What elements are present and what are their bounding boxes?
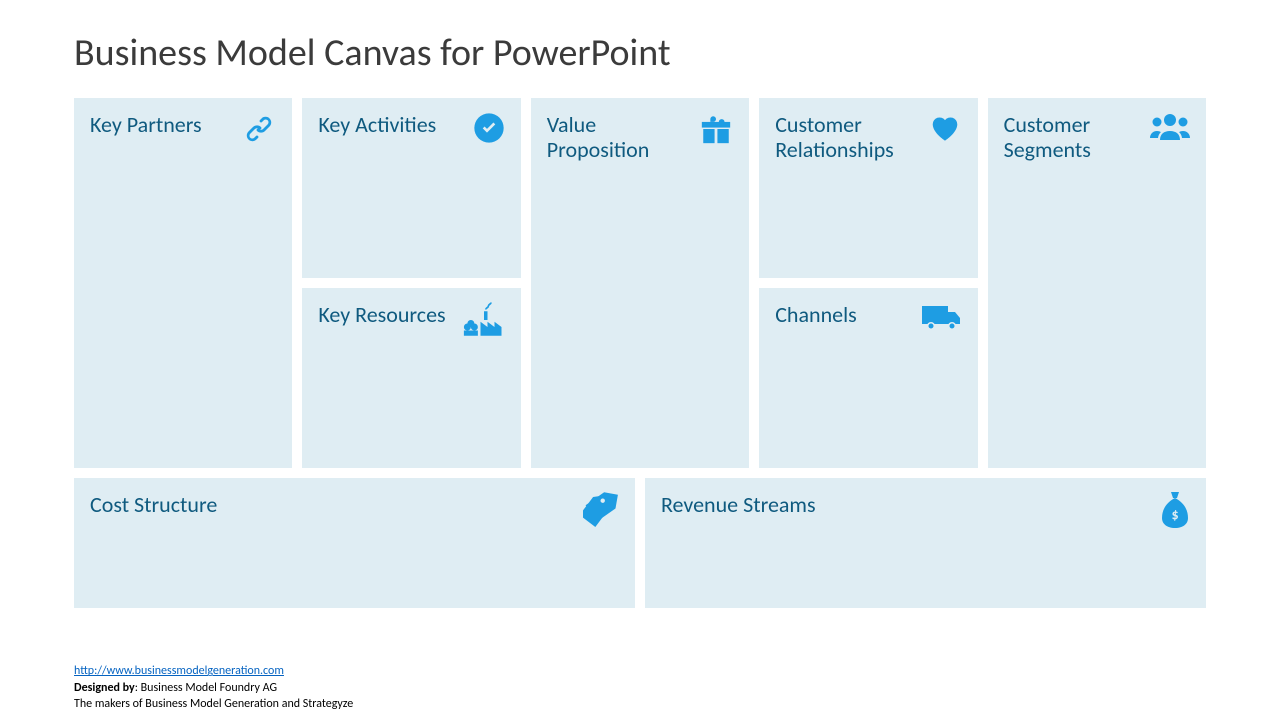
tags-icon xyxy=(583,492,619,528)
cell-cost-structure: Cost Structure xyxy=(74,478,635,608)
cell-channels: Channels xyxy=(759,288,977,468)
cell-key-resources: Key Resources xyxy=(302,288,520,468)
slide-title: Business Model Canvas for PowerPoint xyxy=(74,30,1206,76)
cell-customer-relationships: Customer Relationships xyxy=(759,98,977,278)
footer-designed-by-label: Designed by xyxy=(74,681,135,695)
footer-makers-line: The makers of Business Model Generation … xyxy=(74,697,353,711)
cell-label: Channels xyxy=(775,302,915,327)
truck-icon xyxy=(922,302,962,332)
footer: http://www.businessmodelgeneration.com D… xyxy=(74,663,353,712)
heart-icon xyxy=(928,112,962,142)
cell-label: Value Proposition xyxy=(547,112,693,163)
cell-label: Key Activities xyxy=(318,112,466,137)
cell-value-proposition: Value Proposition xyxy=(531,98,749,468)
svg-text:$: $ xyxy=(1171,506,1178,523)
cell-label: Customer Segments xyxy=(1004,112,1144,163)
cell-label: Key Resources xyxy=(318,302,456,327)
factory-icon xyxy=(463,302,505,338)
slide: Business Model Canvas for PowerPoint Key… xyxy=(0,0,1280,720)
link-icon xyxy=(242,112,276,146)
cell-key-partners: Key Partners xyxy=(74,98,292,468)
cell-label: Customer Relationships xyxy=(775,112,921,163)
footer-designed-by-value: : Business Model Foundry AG xyxy=(135,681,277,695)
business-model-canvas: Key Partners Key Activities Key Resource… xyxy=(74,98,1206,608)
cell-key-activities: Key Activities xyxy=(302,98,520,278)
check-circle-icon xyxy=(473,112,505,144)
money-bag-icon: $ xyxy=(1160,492,1190,528)
users-icon xyxy=(1150,112,1190,140)
gift-icon xyxy=(699,112,733,146)
cell-label: Cost Structure xyxy=(90,492,577,517)
cell-revenue-streams: Revenue Streams $ xyxy=(645,478,1206,608)
cell-label: Key Partners xyxy=(90,112,236,137)
footer-link[interactable]: http://www.businessmodelgeneration.com xyxy=(74,664,284,678)
cell-label: Revenue Streams xyxy=(661,492,1154,517)
cell-customer-segments: Customer Segments xyxy=(988,98,1206,468)
